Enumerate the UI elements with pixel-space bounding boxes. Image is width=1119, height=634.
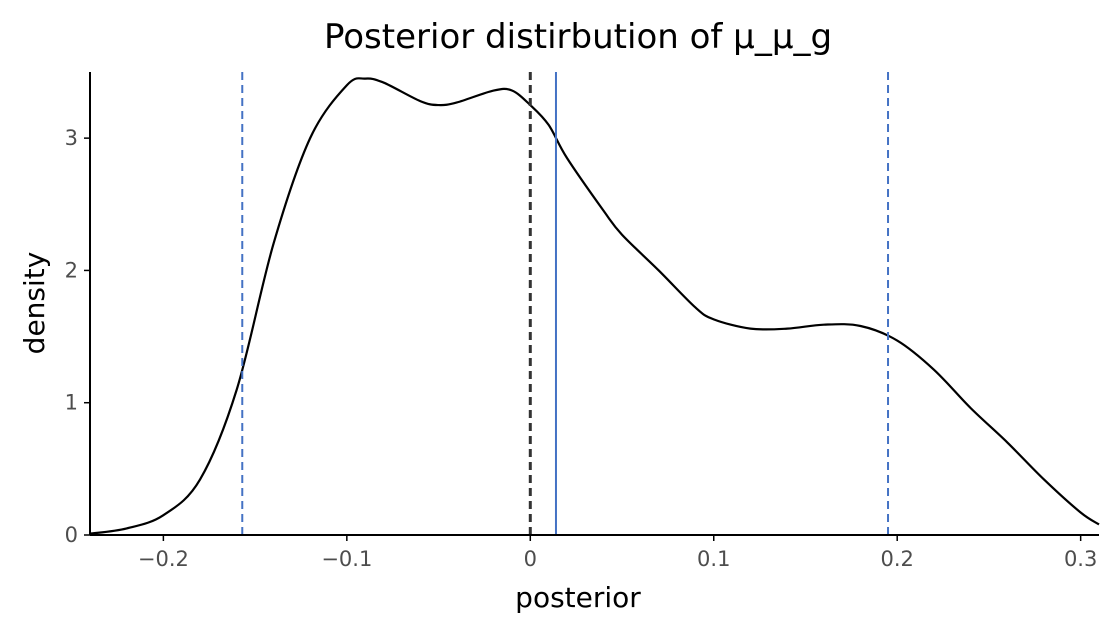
- x-axis-ticks: −0.2 −0.1 0 0.1 0.2 0.3: [138, 535, 1097, 571]
- x-tick-label-5: 0.3: [1064, 547, 1097, 571]
- density-curve-0: [89, 77, 1100, 535]
- y-tick-label-0: 0: [65, 523, 78, 547]
- y-tick-label-3: 3: [65, 126, 78, 150]
- chart-title: Posterior distirbution of μ_μ_g: [324, 17, 832, 57]
- plot-area: [89, 72, 1100, 535]
- y-axis-ticks: 0 1 2 3: [65, 126, 90, 547]
- x-tick-label-0: −0.2: [138, 547, 189, 571]
- x-tick-label-3: 0.1: [697, 547, 730, 571]
- x-tick-label-4: 0.2: [880, 547, 913, 571]
- y-tick-label-2: 2: [65, 258, 78, 282]
- x-axis-title: posterior: [515, 581, 641, 614]
- x-tick-label-2: 0: [524, 547, 537, 571]
- x-tick-label-1: −0.1: [321, 547, 372, 571]
- y-axis-title: density: [18, 252, 51, 355]
- y-tick-label-1: 1: [65, 391, 78, 415]
